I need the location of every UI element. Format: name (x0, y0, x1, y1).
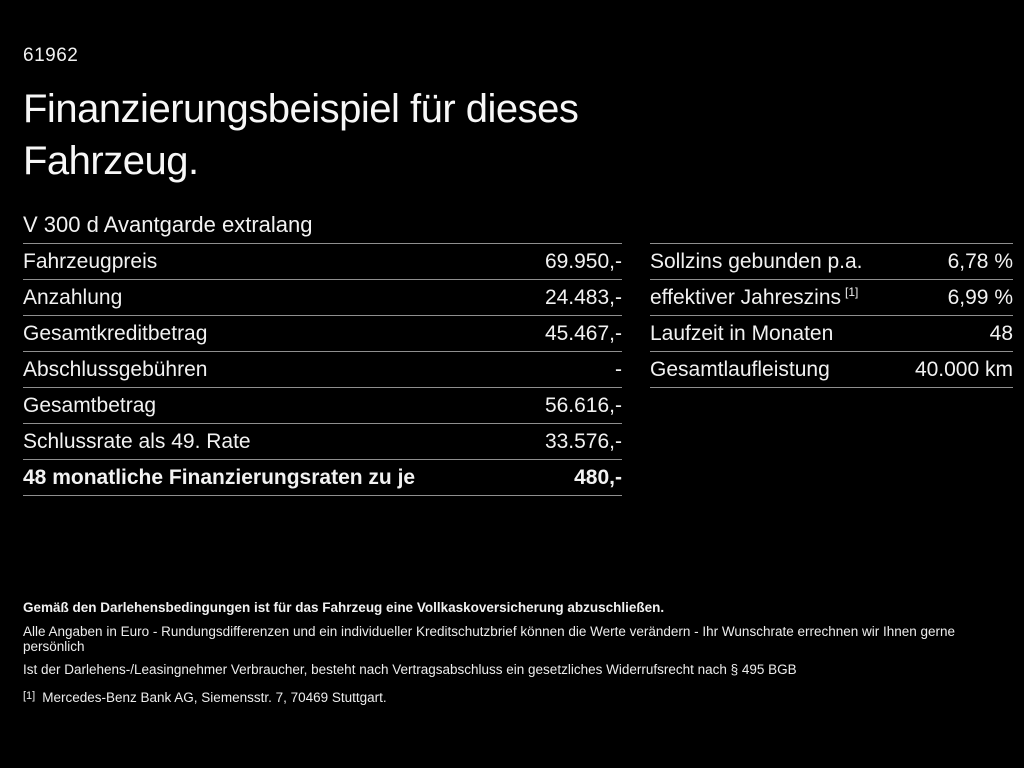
row-value: 45.467,- (544, 321, 622, 345)
table-row-gesamtkreditbetrag: Gesamtkreditbetrag 45.467,- (23, 316, 622, 352)
footnote: [1] Mercedes-Benz Bank AG, Siemensstr. 7,… (23, 689, 984, 705)
footer-note-1: Alle Angaben in Euro - Rundungsdifferenz… (23, 624, 956, 654)
vehicle-model: V 300 d Avantgarde extralang (23, 212, 313, 237)
row-value: 6,99 % (947, 285, 1013, 309)
row-value: 33.576,- (544, 429, 622, 453)
row-value: 24.483,- (544, 285, 622, 309)
row-value: 6,78 % (947, 249, 1013, 273)
row-value: 40.000 km (914, 357, 1013, 381)
table-row-effektiver-jahreszins: effektiver Jahreszins [1] 6,99 % (650, 280, 1013, 316)
row-label: Gesamtlaufleistung (650, 357, 830, 381)
financing-table: Fahrzeugpreis 69.950,- Anzahlung 24.483,… (23, 243, 622, 496)
page-title: Finanzierungsbeispiel für dieses Fahrzeu… (23, 87, 579, 183)
table-row-abschlussgebuehren: Abschlussgebühren - (23, 352, 622, 388)
tables-container: Fahrzeugpreis 69.950,- Anzahlung 24.483,… (23, 243, 1013, 496)
footnote-marker: [1] (23, 690, 36, 702)
row-value: 56.616,- (544, 393, 622, 417)
row-label: Fahrzeugpreis (23, 249, 158, 273)
row-label: Sollzins gebunden p.a. (650, 249, 863, 273)
doc-number: 61962 (23, 45, 79, 66)
row-label: 48 monatliche Finanzierungsraten zu je (23, 465, 416, 489)
table-row-schlussrate: Schlussrate als 49. Rate 33.576,- (23, 424, 622, 460)
table-row-laufzeit: Laufzeit in Monaten 48 (650, 316, 1013, 352)
row-label: effektiver Jahreszins [1] (650, 284, 859, 309)
row-label: Schlussrate als 49. Rate (23, 429, 251, 453)
row-value: 69.950,- (544, 249, 622, 273)
footer-note-2: Ist der Darlehens-/Leasingnehmer Verbrau… (23, 662, 797, 677)
table-row-anzahlung: Anzahlung 24.483,- (23, 280, 622, 316)
row-label: Laufzeit in Monaten (650, 321, 834, 345)
row-label: Anzahlung (23, 285, 123, 309)
table-row-sollzins: Sollzins gebunden p.a. 6,78 % (650, 244, 1013, 280)
row-label: Abschlussgebühren (23, 357, 208, 381)
footnote-text: Mercedes-Benz Bank AG, Siemensstr. 7, 70… (42, 690, 387, 705)
row-label: Gesamtbetrag (23, 393, 157, 417)
table-row-fahrzeugpreis: Fahrzeugpreis 69.950,- (23, 244, 622, 280)
conditions-table: Sollzins gebunden p.a. 6,78 % effektiver… (650, 243, 1013, 388)
legal-footer: Gemäß den Darlehensbedingungen ist für d… (23, 600, 984, 705)
row-label: Gesamtkreditbetrag (23, 321, 208, 345)
row-value: 480,- (574, 465, 622, 489)
table-row-monatsrate: 48 monatliche Finanzierungsraten zu je 4… (23, 460, 622, 496)
row-value: - (615, 357, 622, 381)
table-row-gesamtbetrag: Gesamtbetrag 56.616,- (23, 388, 622, 424)
insurance-note: Gemäß den Darlehensbedingungen ist für d… (23, 600, 665, 615)
footnote-ref: [1] (845, 284, 859, 299)
row-value: 48 (989, 321, 1013, 345)
table-row-gesamtlaufleistung: Gesamtlaufleistung 40.000 km (650, 352, 1013, 388)
